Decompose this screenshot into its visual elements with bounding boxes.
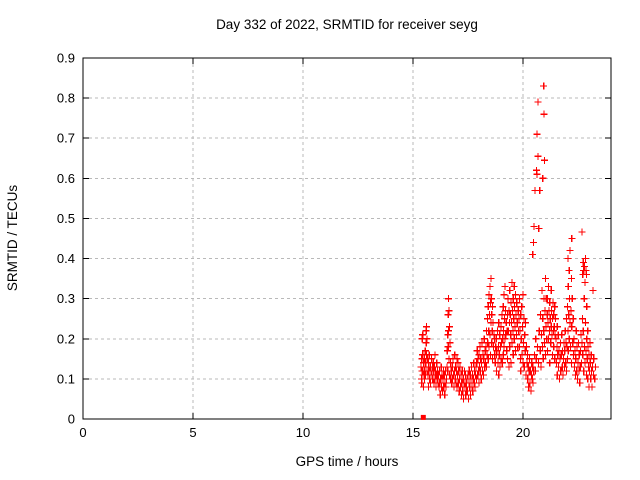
y-tick-label: 0.6 [57,171,75,186]
zero-flag-marker [420,414,426,420]
x-tick-label: 5 [189,425,196,440]
x-tick-label: 0 [79,425,86,440]
y-tick-label: 0 [68,412,75,427]
x-tick-label: 15 [406,425,420,440]
y-tick-label: 0.2 [57,331,75,346]
series-SRMTID [417,82,600,403]
x-tick-label: 20 [516,425,530,440]
y-tick-label: 0.8 [57,91,75,106]
y-tick-label: 0.5 [57,211,75,226]
y-tick-label: 0.9 [57,51,75,66]
y-tick-label: 0.1 [57,371,75,386]
y-axis-label: SRMTID / TECUs [5,185,20,292]
tick-labels: 0 5 10 15 20 0 0.1 0.2 0.3 0.4 0.5 0.6 0.7 0.8 0.9 [57,51,530,441]
plot-border [82,57,612,420]
x-axis-label: GPS time / hours [296,454,399,469]
y-tick-label: 0.7 [57,131,75,146]
y-tick-label: 0.4 [57,251,75,266]
chart-title: Day 332 of 2022, SRMTID for receiver sey… [216,17,478,32]
grid-lines [83,58,611,419]
x-tick-label: 10 [296,425,310,440]
y-tick-label: 0.3 [57,291,75,306]
data-points [417,82,600,420]
